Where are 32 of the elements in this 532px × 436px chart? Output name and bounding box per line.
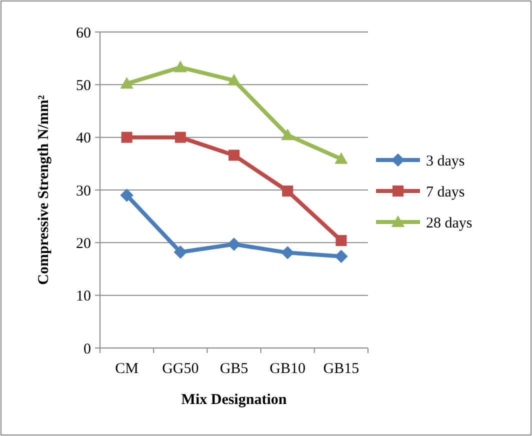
point — [174, 60, 187, 72]
point — [174, 132, 186, 143]
y-tick-label: 10 — [76, 288, 91, 305]
y-axis-title: Compressive Strength N/mm² — [36, 94, 52, 285]
y-tick-label: 40 — [76, 130, 91, 147]
point — [336, 235, 347, 246]
x-tick-label: GB5 — [220, 361, 248, 377]
point — [282, 186, 294, 197]
point — [120, 188, 134, 202]
y-tick-label: 0 — [84, 341, 91, 358]
x-tick-label: GG50 — [162, 361, 199, 377]
x-tick-label: CM — [115, 361, 138, 377]
legend-label: 3 days — [426, 153, 465, 170]
x-tick-label: GB10 — [270, 361, 306, 377]
point — [334, 250, 348, 263]
legend-label: 28 days — [426, 215, 472, 232]
y-tick-label: 20 — [76, 236, 91, 252]
legend-label: 7 days — [426, 184, 465, 200]
y-tick-label: 60 — [76, 25, 91, 42]
y-tick-label: 30 — [76, 183, 91, 200]
point — [227, 74, 241, 86]
x-axis-title: Mix Designation — [181, 392, 288, 408]
point — [228, 150, 240, 161]
point — [281, 128, 294, 140]
point — [120, 77, 134, 89]
x-tick-label: GB15 — [323, 361, 360, 377]
point — [227, 238, 241, 251]
point — [334, 152, 348, 164]
point — [121, 132, 132, 143]
point — [174, 246, 187, 259]
point — [281, 246, 294, 260]
y-tick-label: 50 — [76, 78, 91, 94]
